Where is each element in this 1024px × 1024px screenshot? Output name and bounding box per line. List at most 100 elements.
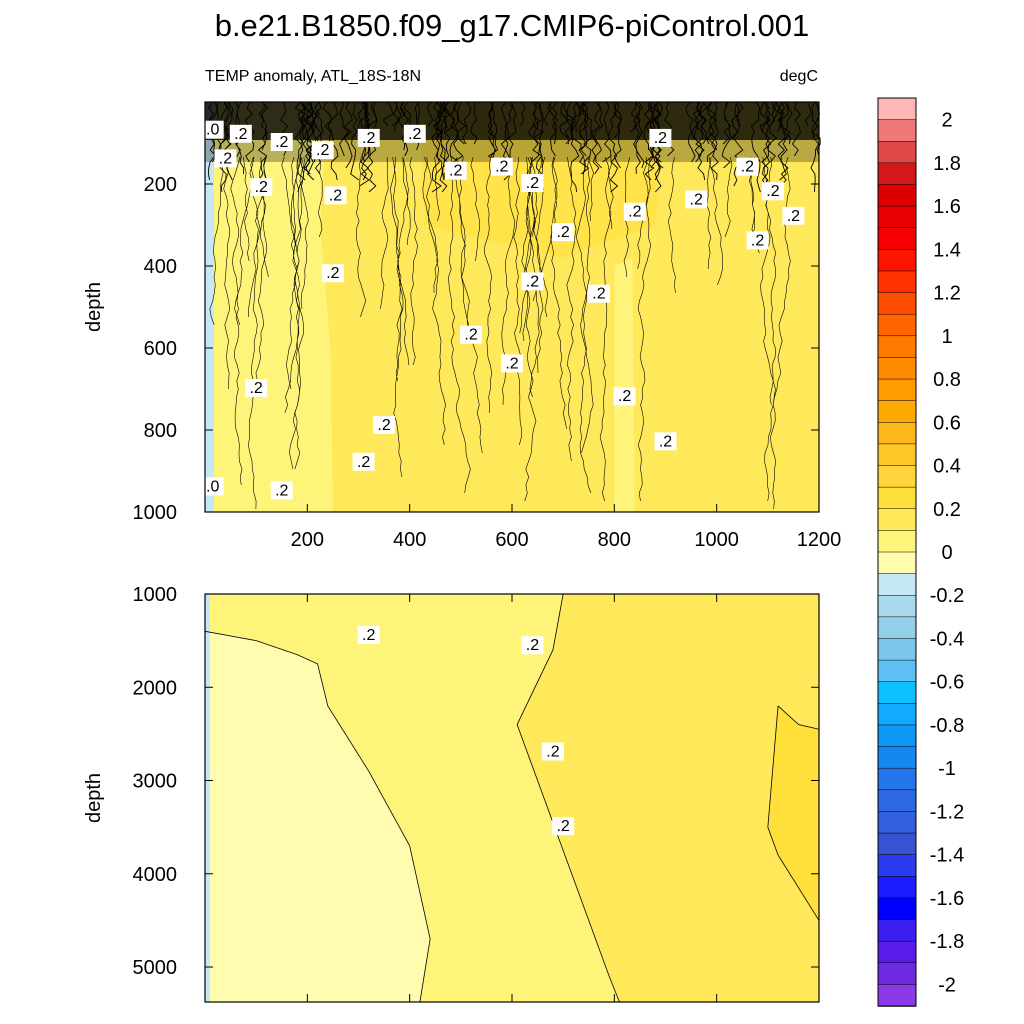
colorbar-bin bbox=[877, 486, 917, 510]
upper-contour-label-box bbox=[311, 141, 334, 160]
upper-contour-label: .2 bbox=[690, 191, 703, 208]
upper-contour-label: .2 bbox=[495, 159, 508, 176]
upper-contour-label-box bbox=[746, 231, 769, 250]
colorbar-bin bbox=[877, 335, 917, 359]
upper-x-tick-label: 1200 bbox=[797, 529, 842, 551]
lower-fill-negative bbox=[205, 594, 210, 1002]
lower-panel: .2 .2 .2 .2 1000 2000 3000 4000 5000 depth bbox=[83, 584, 820, 1003]
upper-contour-label: .2 bbox=[766, 183, 779, 200]
colorbar-tick-label: -1.2 bbox=[930, 801, 964, 823]
colorbar-bin bbox=[877, 140, 917, 164]
colorbar-bin bbox=[877, 832, 917, 856]
upper-contour-label-box bbox=[761, 182, 784, 201]
upper-contour-label: .2 bbox=[659, 433, 672, 450]
upper-contour-label: .2 bbox=[741, 159, 754, 176]
upper-contour-label-box bbox=[324, 186, 347, 205]
lower-contour-0.2 bbox=[516, 593, 620, 1003]
upper-contour-label-box bbox=[357, 128, 380, 147]
upper-contour-label-box bbox=[201, 477, 224, 496]
upper-contour-label-box bbox=[501, 354, 523, 373]
upper-contour-label-box bbox=[490, 157, 513, 176]
upper-contour-label: .2 bbox=[326, 265, 339, 282]
colorbar-bin bbox=[877, 97, 917, 121]
upper-panel: .0.2.2.2.2.2.2.2.2.2.2.2.2.2.2.2.2.2.2.2… bbox=[83, 101, 842, 551]
colorbar-bin bbox=[877, 767, 917, 791]
upper-y-tick-label: 1000 bbox=[133, 502, 178, 524]
upper-contour-label-box bbox=[587, 284, 610, 303]
upper-contour-label-box bbox=[460, 325, 483, 344]
lower-y-tick-label: 2000 bbox=[133, 677, 178, 699]
upper-contour-label-box bbox=[613, 387, 636, 406]
colorbar-tick-label: 1 bbox=[941, 326, 952, 348]
colorbar-bin bbox=[877, 638, 917, 661]
upper-contour-label-box bbox=[736, 157, 759, 176]
panel-label-left: TEMP anomaly, ATL_18S-18N bbox=[205, 68, 421, 85]
lower-contour-lines bbox=[204, 593, 820, 1003]
colorbar-bin bbox=[877, 919, 917, 942]
lower-contour-label: .2 bbox=[362, 627, 375, 644]
upper-contour-label-box bbox=[782, 206, 805, 225]
colorbar-tick-label: 1.4 bbox=[933, 239, 961, 261]
panel-label-units: degC bbox=[780, 68, 818, 85]
colorbar-bin bbox=[877, 573, 917, 596]
colorbar-tick-label: -1.6 bbox=[930, 888, 964, 910]
colorbar-bin bbox=[877, 746, 917, 769]
upper-fill-warm-low bbox=[211, 102, 333, 512]
colorbar-tick-label: 0.4 bbox=[933, 456, 961, 478]
upper-contour-label-box bbox=[321, 264, 344, 283]
colorbar-bin bbox=[877, 465, 917, 488]
lower-contour-fills bbox=[205, 594, 819, 1002]
upper-contour-label-box bbox=[250, 178, 273, 197]
colorbar-bin bbox=[877, 551, 917, 575]
lower-contour-label-box bbox=[357, 625, 380, 644]
upper-contour-label-box bbox=[229, 124, 252, 143]
colorbar-tick-label: -0.6 bbox=[930, 672, 964, 694]
chart-title: b.e21.B1850.f09_g17.CMIP6-piControl.001 bbox=[215, 8, 810, 43]
upper-contour-label-box bbox=[654, 432, 677, 451]
colorbar-bin bbox=[877, 400, 917, 424]
colorbar-tick-label: -1 bbox=[938, 758, 956, 780]
upper-contour-label-box bbox=[373, 415, 396, 434]
upper-contour-label: .2 bbox=[377, 417, 390, 434]
lower-contour-0.1 bbox=[204, 630, 431, 1003]
upper-deep-contours bbox=[209, 156, 791, 510]
upper-surface-dense-band bbox=[205, 102, 819, 140]
upper-x-tick-label: 400 bbox=[393, 529, 426, 551]
colorbar-bin bbox=[877, 594, 917, 618]
upper-contour-label: .0 bbox=[206, 122, 219, 139]
upper-contour-label: .2 bbox=[618, 388, 631, 405]
upper-contour-label: .2 bbox=[787, 208, 800, 225]
upper-contour-label: .0 bbox=[206, 478, 219, 495]
colorbar-bin bbox=[877, 530, 917, 553]
upper-contour-label: .2 bbox=[329, 187, 342, 204]
colorbar-bin bbox=[877, 357, 917, 380]
lower-fill-near-zero bbox=[205, 631, 431, 1002]
upper-contour-label: .2 bbox=[316, 142, 329, 159]
upper-contour-label-box bbox=[521, 272, 544, 291]
upper-contour-label-box bbox=[649, 128, 672, 147]
upper-contour-label: .2 bbox=[751, 232, 764, 249]
upper-y-tick-label: 200 bbox=[144, 174, 177, 196]
colorbar-bin bbox=[877, 876, 917, 899]
upper-contour-label: .2 bbox=[526, 273, 539, 290]
colorbar-tick-label: 0.8 bbox=[933, 369, 961, 391]
colorbar-bin bbox=[877, 162, 917, 186]
upper-contour-label: .2 bbox=[275, 134, 288, 151]
colorbar-bin bbox=[877, 984, 917, 1007]
colorbar-bin bbox=[877, 443, 917, 467]
colorbar-tick-label: 1.6 bbox=[933, 196, 961, 218]
lower-contour-labels: .2 .2 .2 .2 bbox=[357, 625, 575, 836]
lower-contour-label: .2 bbox=[546, 744, 559, 761]
colorbar: 2 1.8 1.6 1.4 1.2 1 0.8 0.6 0.4 0.2 0 -0.2 -0.4 -0.6 -… bbox=[877, 97, 964, 1007]
upper-contour-label-box bbox=[403, 124, 426, 143]
upper-contour-label: .2 bbox=[362, 130, 375, 147]
colorbar-tick-label: -0.8 bbox=[930, 715, 964, 737]
upper-contour-label: .2 bbox=[628, 204, 641, 221]
upper-contour-label-box bbox=[214, 149, 237, 168]
lower-contour-label-box bbox=[552, 817, 575, 836]
upper-contour-label: .2 bbox=[234, 126, 247, 143]
lower-contour-label-box bbox=[541, 742, 564, 761]
colorbar-bin bbox=[877, 897, 917, 921]
colorbar-tick-label: 0.6 bbox=[933, 412, 961, 434]
colorbar-bin bbox=[877, 205, 917, 229]
